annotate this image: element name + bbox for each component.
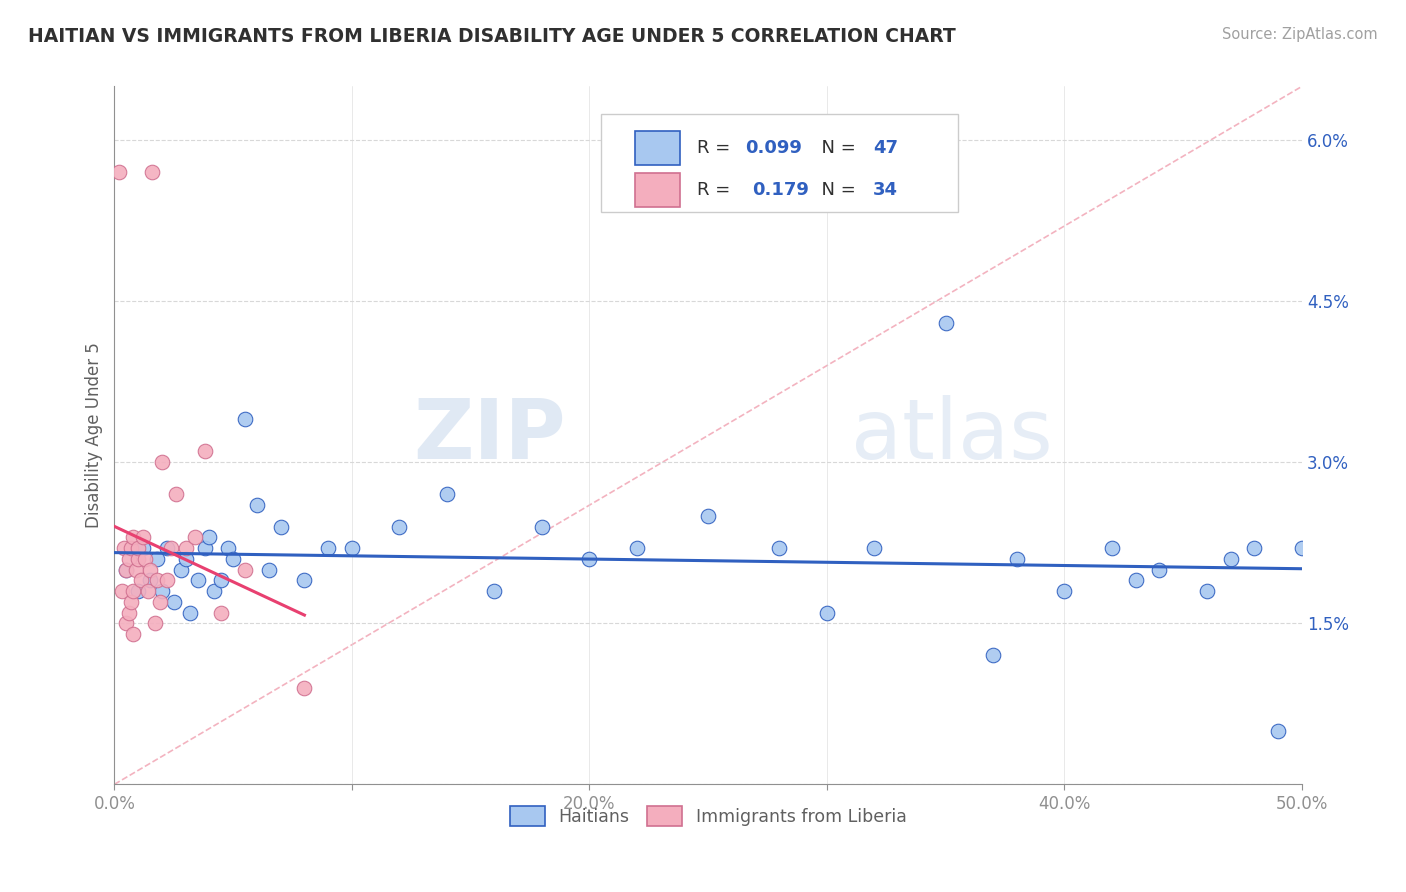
- Point: [1005, 551, 1028, 566]
- Point: [1149, 563, 1171, 577]
- Point: [148, 595, 170, 609]
- Point: [1125, 574, 1147, 588]
- Point: [115, 616, 138, 631]
- Text: Source: ZipAtlas.com: Source: ZipAtlas.com: [1222, 27, 1378, 42]
- Point: [108, 165, 131, 179]
- Point: [150, 584, 173, 599]
- Point: [209, 574, 232, 588]
- Point: [1291, 541, 1313, 555]
- Point: [340, 541, 363, 555]
- Point: [141, 165, 163, 179]
- Point: [127, 584, 149, 599]
- Point: [388, 519, 411, 533]
- Point: [118, 606, 141, 620]
- Point: [170, 563, 193, 577]
- Point: [120, 595, 142, 609]
- FancyBboxPatch shape: [602, 114, 957, 212]
- Point: [294, 574, 316, 588]
- Point: [146, 551, 169, 566]
- Point: [125, 563, 148, 577]
- Point: [626, 541, 648, 555]
- FancyBboxPatch shape: [634, 131, 679, 165]
- Text: 47: 47: [873, 139, 898, 157]
- Point: [198, 530, 221, 544]
- Point: [129, 574, 152, 588]
- FancyBboxPatch shape: [634, 173, 679, 207]
- Text: HAITIAN VS IMMIGRANTS FROM LIBERIA DISABILITY AGE UNDER 5 CORRELATION CHART: HAITIAN VS IMMIGRANTS FROM LIBERIA DISAB…: [28, 27, 956, 45]
- Point: [294, 681, 316, 695]
- Point: [127, 551, 149, 566]
- Point: [209, 606, 232, 620]
- Point: [863, 541, 886, 555]
- Point: [143, 616, 166, 631]
- Point: [194, 444, 217, 458]
- Point: [112, 541, 135, 555]
- Point: [222, 551, 245, 566]
- Point: [118, 551, 141, 566]
- Legend: Haitians, Immigrants from Liberia: Haitians, Immigrants from Liberia: [503, 799, 914, 833]
- Point: [316, 541, 339, 555]
- Point: [1195, 584, 1218, 599]
- Point: [530, 519, 553, 533]
- Point: [115, 563, 138, 577]
- Point: [156, 541, 179, 555]
- Point: [165, 487, 187, 501]
- Point: [815, 606, 838, 620]
- Point: [139, 574, 162, 588]
- Text: atlas: atlas: [851, 395, 1053, 475]
- Y-axis label: Disability Age Under 5: Disability Age Under 5: [86, 343, 103, 528]
- Point: [132, 541, 155, 555]
- Point: [184, 530, 207, 544]
- Point: [122, 584, 145, 599]
- Point: [163, 595, 186, 609]
- Point: [484, 584, 506, 599]
- Text: ZIP: ZIP: [413, 395, 565, 475]
- Point: [1243, 541, 1265, 555]
- Point: [935, 316, 957, 330]
- Point: [257, 563, 280, 577]
- Point: [115, 563, 138, 577]
- Point: [139, 563, 162, 577]
- Point: [179, 606, 201, 620]
- Text: R =: R =: [697, 181, 742, 199]
- Text: R =: R =: [697, 139, 737, 157]
- Text: N =: N =: [810, 139, 862, 157]
- Point: [233, 563, 256, 577]
- Text: N =: N =: [810, 181, 862, 199]
- Point: [436, 487, 458, 501]
- Point: [150, 455, 173, 469]
- Point: [160, 541, 183, 555]
- Point: [122, 627, 145, 641]
- Point: [132, 530, 155, 544]
- Text: 0.099: 0.099: [745, 139, 801, 157]
- Point: [156, 574, 179, 588]
- Point: [697, 508, 720, 523]
- Point: [146, 574, 169, 588]
- Point: [120, 541, 142, 555]
- Point: [981, 648, 1004, 663]
- Point: [122, 530, 145, 544]
- Point: [233, 412, 256, 426]
- Point: [174, 541, 197, 555]
- Point: [186, 574, 208, 588]
- Point: [136, 584, 159, 599]
- Point: [202, 584, 225, 599]
- Point: [110, 584, 132, 599]
- Point: [1267, 723, 1289, 738]
- Point: [194, 541, 217, 555]
- Text: 0.179: 0.179: [752, 181, 808, 199]
- Point: [134, 551, 156, 566]
- Text: 34: 34: [873, 181, 898, 199]
- Point: [1219, 551, 1241, 566]
- Point: [578, 551, 600, 566]
- Point: [768, 541, 790, 555]
- Point: [270, 519, 292, 533]
- Point: [246, 498, 269, 512]
- Point: [127, 541, 149, 555]
- Point: [1101, 541, 1123, 555]
- Point: [217, 541, 239, 555]
- Point: [1053, 584, 1076, 599]
- Point: [174, 551, 197, 566]
